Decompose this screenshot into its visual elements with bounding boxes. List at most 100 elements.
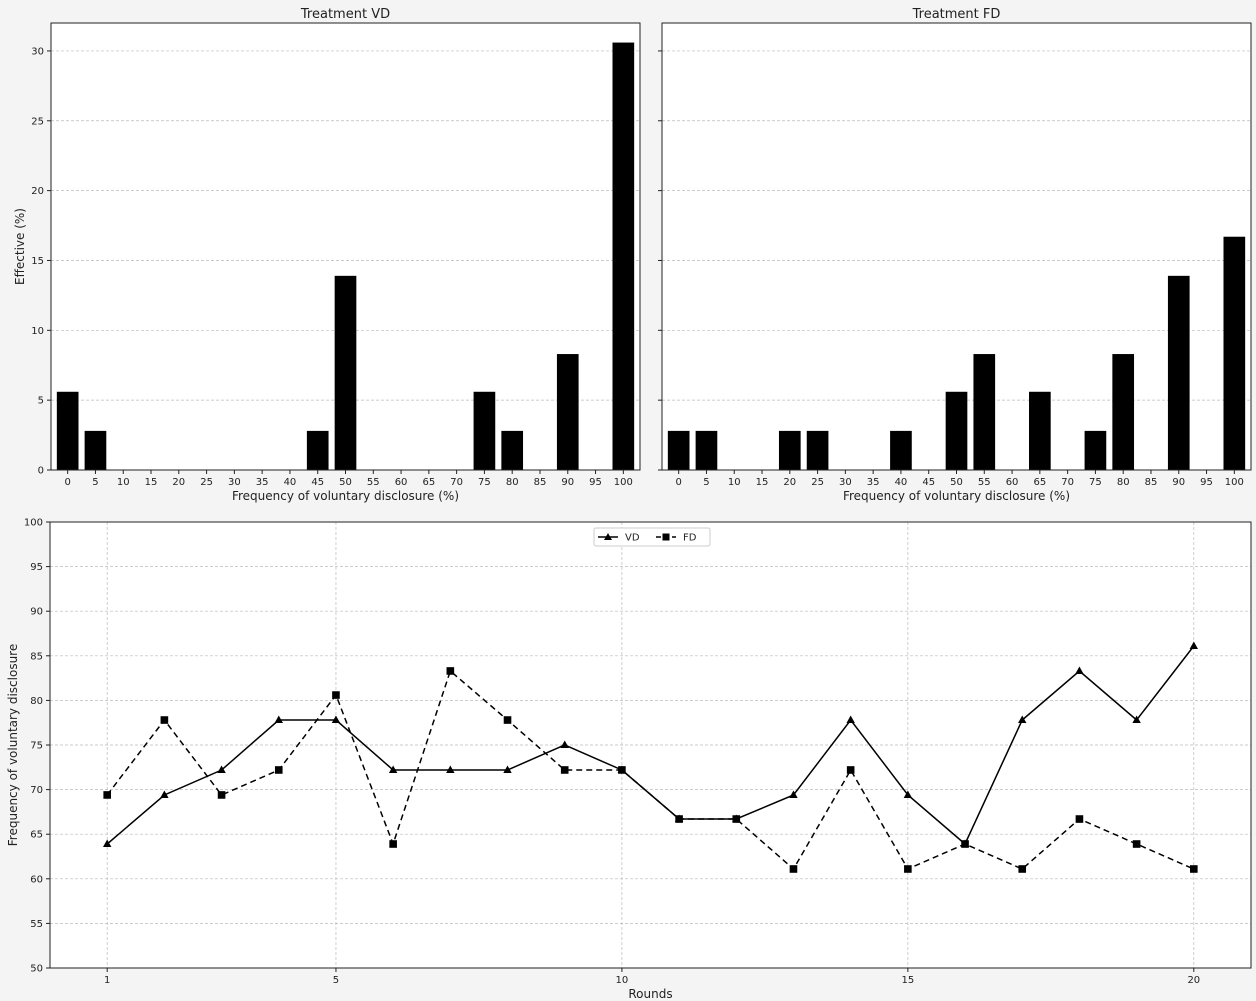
y-tick-label: 25	[31, 116, 44, 127]
legend-vd-label: VD	[625, 533, 640, 544]
y-tick-label: 20	[31, 186, 44, 197]
y-tick-label: 5	[38, 396, 44, 407]
line-chart-series	[102, 641, 1199, 873]
x-tick-label: 55	[978, 477, 991, 488]
series-fd-line	[106, 669, 1195, 871]
x-tick-label: 10	[728, 477, 741, 488]
point-fd-round-9	[560, 766, 569, 774]
series-fd	[103, 667, 1198, 873]
y-tick-label: 90	[30, 607, 43, 618]
histogram-vd-title: Treatment VD	[300, 7, 390, 22]
legend-fd-square-marker	[662, 533, 670, 541]
point-fd-round-10	[618, 766, 626, 774]
x-tick-label: 30	[228, 477, 241, 488]
legend-vd-triangle-marker	[604, 533, 612, 540]
y-tick-label: 75	[30, 741, 43, 752]
line-chart-y-ticks: 50 55 60 65 70 75 80 85 90 95 100	[24, 518, 50, 975]
point-vd-round-13	[789, 790, 798, 798]
x-tick-label: 45	[922, 477, 935, 488]
y-tick-label: 100	[24, 518, 43, 529]
y-tick-label: 0	[38, 466, 44, 477]
bar-50	[945, 391, 968, 470]
x-tick-label: 60	[1006, 477, 1019, 488]
x-tick-label: 80	[506, 477, 519, 488]
x-tick-label: 20	[172, 477, 185, 488]
point-fd-round-7	[446, 667, 455, 675]
x-tick-label: 40	[895, 477, 908, 488]
bar-80	[501, 430, 524, 470]
point-fd-round-14	[846, 766, 855, 774]
x-tick-label: 50	[339, 477, 352, 488]
histogram-vd-panel: 0 5 10 15 20 25 30 0 5 10 15 20 25 30 35 40 45 50 55 60 65 7…	[13, 7, 641, 503]
bar-80	[1112, 354, 1135, 470]
point-vd-round-4	[274, 715, 283, 724]
point-fd-round-12	[732, 815, 741, 823]
bar-5	[84, 430, 107, 470]
y-tick-label: 95	[30, 562, 43, 573]
x-tick-label: 5	[333, 975, 339, 986]
x-tick-label: 45	[311, 477, 324, 488]
point-vd-round-8	[503, 765, 512, 773]
point-vd-round-14	[846, 715, 855, 724]
x-tick-label: 65	[422, 477, 435, 488]
x-tick-label: 65	[1033, 477, 1046, 488]
x-tick-label: 35	[256, 477, 269, 488]
point-vd-round-1	[102, 839, 112, 848]
bar-100	[1223, 236, 1246, 470]
histogram-vd-x-ticks: 0 5 10 15 20 25 30 35 40 45 50 55 60 65 70 75 80 85 90 95 10…	[64, 470, 633, 488]
x-tick-label: 5	[92, 477, 98, 488]
point-fd-round-4	[274, 766, 283, 774]
bar-75	[1084, 430, 1107, 470]
bar-90	[556, 354, 579, 470]
bar-0	[56, 391, 79, 470]
x-tick-label: 55	[367, 477, 380, 488]
x-tick-label: 30	[839, 477, 852, 488]
x-tick-label: 70	[1061, 477, 1074, 488]
histogram-vd-y-axis-label: Effective (%)	[13, 208, 27, 285]
y-tick-label: 50	[30, 964, 43, 975]
histogram-fd-panel: 0 5 10 15 20 25 30 35 40 45 50 55 60 65 70 75 80 85 90 95 10…	[658, 7, 1252, 503]
point-vd-round-3	[217, 765, 226, 773]
x-tick-label: 5	[703, 477, 709, 488]
point-fd-round-8	[503, 716, 512, 724]
x-tick-label: 1	[104, 975, 110, 986]
point-fd-round-19	[1132, 840, 1141, 848]
x-tick-label: 25	[811, 477, 824, 488]
point-fd-round-15	[904, 865, 912, 873]
bar-65	[1029, 391, 1051, 470]
bar-45	[306, 430, 329, 470]
point-fd-round-1	[103, 791, 111, 799]
bar-40	[890, 430, 912, 470]
bar-55	[973, 354, 996, 470]
x-tick-label: 60	[395, 477, 408, 488]
x-tick-label: 80	[1117, 477, 1130, 488]
bar-20	[778, 430, 801, 470]
histogram-fd-x-axis-label: Frequency of voluntary disclosure (%)	[843, 489, 1070, 503]
point-vd-round-9	[560, 740, 569, 748]
x-tick-label: 10	[117, 477, 130, 488]
x-tick-label: 0	[675, 477, 681, 488]
bar-0	[667, 430, 690, 470]
x-tick-label: 85	[1145, 477, 1158, 488]
point-fd-round-11	[675, 815, 683, 823]
point-vd-round-17	[1018, 715, 1027, 724]
bar-25	[806, 430, 829, 470]
point-fd-round-6	[389, 840, 397, 848]
bar-50	[334, 275, 357, 470]
legend-entry-fd: FD	[656, 533, 697, 544]
x-tick-label: 35	[867, 477, 880, 488]
point-vd-round-15	[903, 790, 913, 798]
line-chart-gridlines	[50, 521, 1251, 969]
line-chart-x-axis-label: Rounds	[628, 987, 672, 1001]
y-tick-label: 70	[30, 785, 43, 796]
y-tick-label: 80	[30, 696, 43, 707]
y-tick-label: 10	[31, 326, 44, 337]
x-tick-label: 85	[534, 477, 547, 488]
x-tick-label: 75	[1089, 477, 1102, 488]
x-tick-label: 10	[616, 975, 629, 986]
line-chart-y-axis-label: Frequency of voluntary disclosure	[6, 644, 20, 846]
point-fd-round-5	[332, 691, 340, 699]
y-tick-label: 65	[30, 830, 43, 841]
